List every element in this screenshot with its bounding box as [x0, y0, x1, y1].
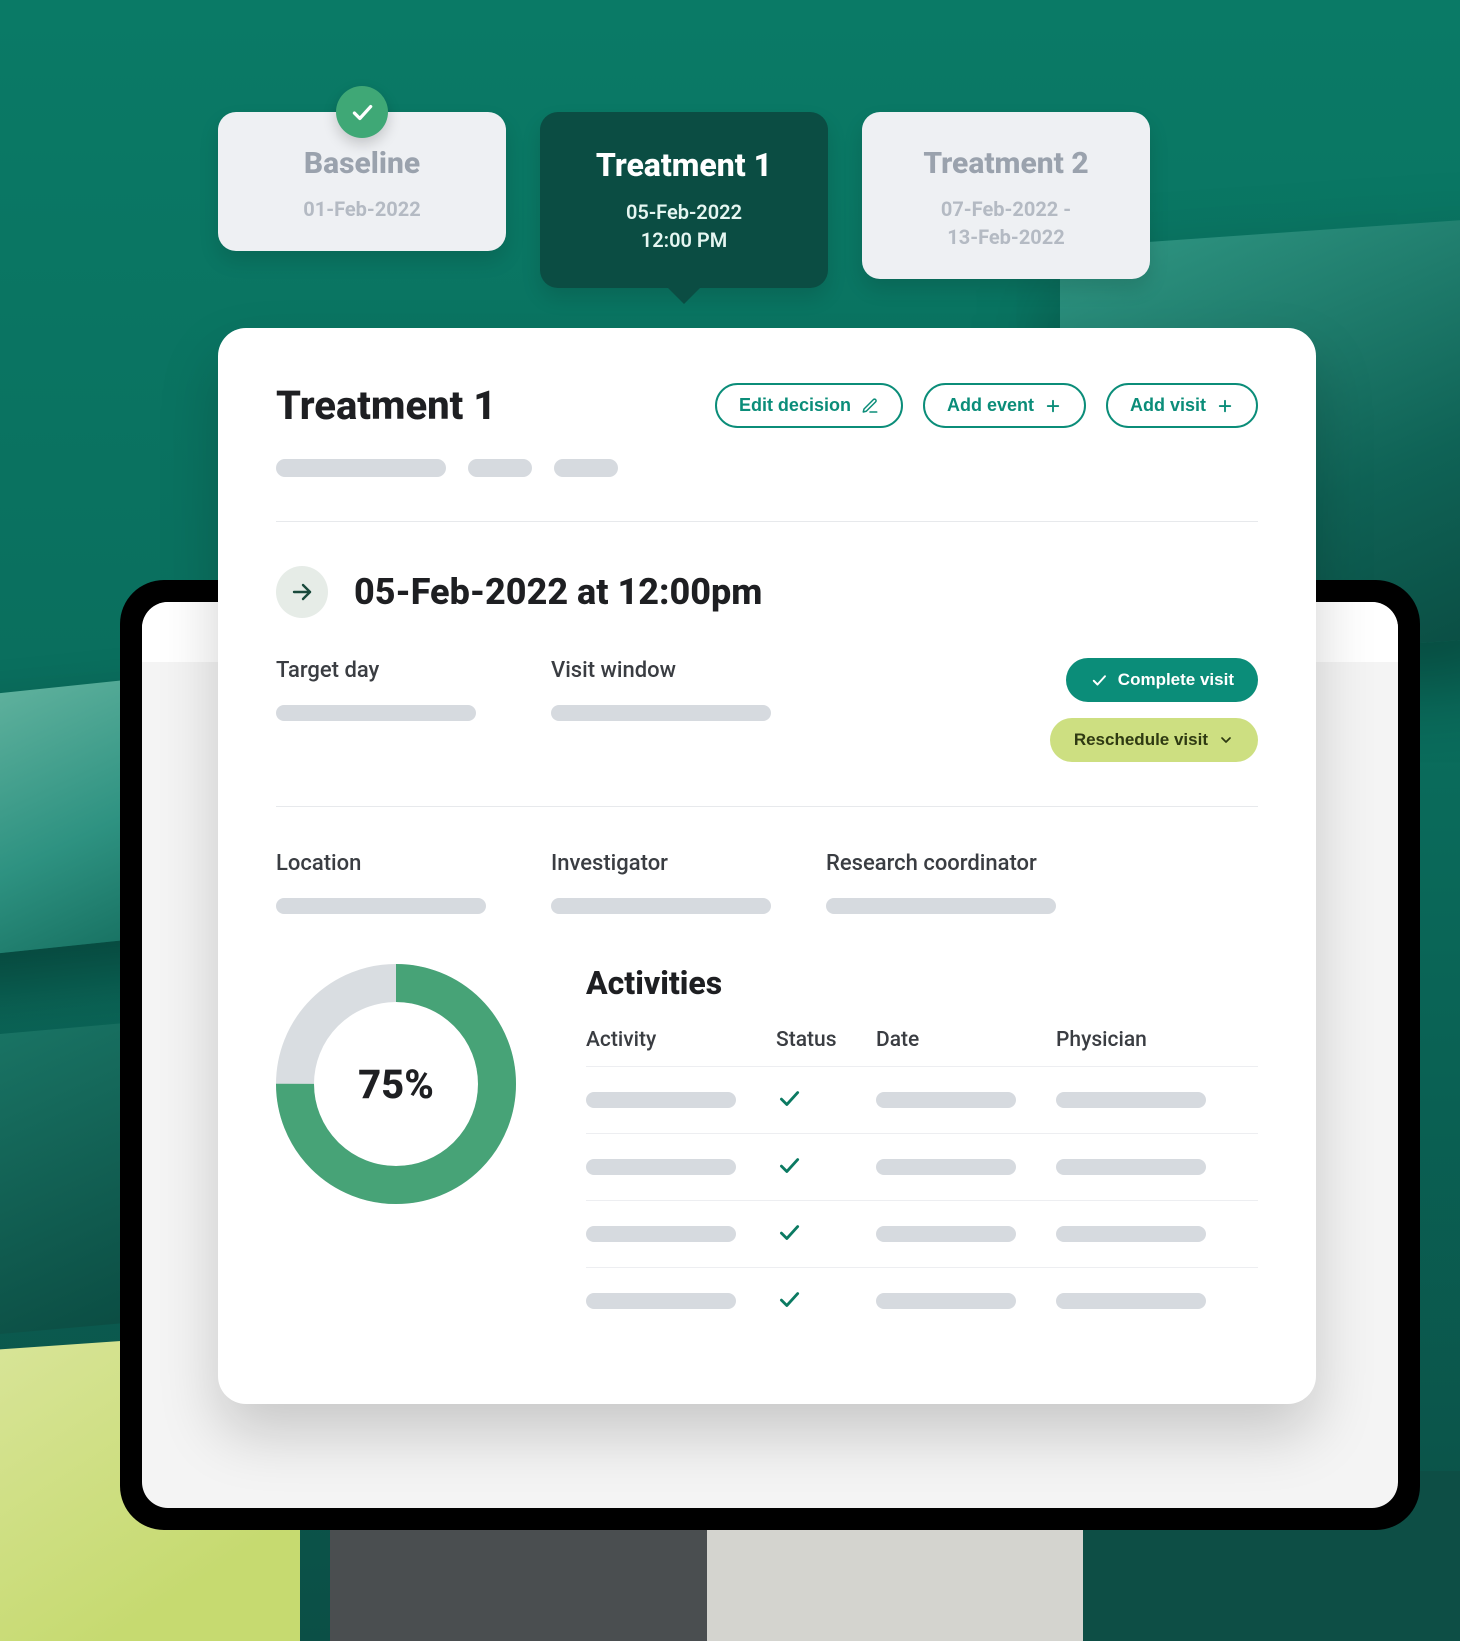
- field-label: Research coordinator: [826, 851, 1258, 876]
- field-label: Visit window: [551, 658, 816, 683]
- reschedule-visit-button[interactable]: Reschedule visit: [1050, 718, 1258, 762]
- button-label: Reschedule visit: [1074, 730, 1208, 750]
- check-icon: [776, 1152, 802, 1178]
- donut-percent-label: 75%: [276, 964, 516, 1204]
- field-investigator: Investigator: [551, 851, 816, 914]
- skeleton: [1056, 1159, 1206, 1175]
- step-subtitle: 07-Feb-2022 - 13-Feb-2022: [882, 195, 1130, 251]
- activities-title: Activities: [586, 964, 1258, 1002]
- table-header: Activity Status Date Physician: [586, 1028, 1258, 1066]
- skeleton: [826, 898, 1056, 914]
- field-label: Investigator: [551, 851, 816, 876]
- field-target-day: Target day: [276, 658, 541, 721]
- skeleton: [276, 898, 486, 914]
- skeleton: [1056, 1226, 1206, 1242]
- card-header: Treatment 1 Edit decision Add event Add …: [276, 382, 1258, 429]
- status-done: [776, 1286, 876, 1316]
- field-research-coordinator: Research coordinator: [826, 851, 1258, 914]
- button-label: Add visit: [1130, 395, 1206, 416]
- info-fields: Location Investigator Research coordinat…: [276, 851, 1258, 914]
- steps-row: Baseline 01-Feb-2022 Treatment 1 05-Feb-…: [218, 112, 1150, 288]
- activities-section: Activities Activity Status Date Physicia…: [586, 964, 1258, 1334]
- edit-decision-button[interactable]: Edit decision: [715, 383, 903, 428]
- lower-section: 75% Activities Activity Status Date Phys…: [276, 964, 1258, 1334]
- status-done: [776, 1219, 876, 1249]
- field-visit-window: Visit window: [551, 658, 816, 721]
- skeleton: [1056, 1092, 1206, 1108]
- card-title: Treatment 1: [276, 382, 496, 429]
- skeleton: [554, 459, 618, 477]
- col-date: Date: [876, 1028, 1056, 1052]
- field-label: Target day: [276, 658, 541, 683]
- col-activity: Activity: [586, 1028, 776, 1052]
- table-row[interactable]: [586, 1133, 1258, 1200]
- button-label: Edit decision: [739, 395, 851, 416]
- skeleton: [468, 459, 532, 477]
- field-location: Location: [276, 851, 541, 914]
- complete-visit-button[interactable]: Complete visit: [1066, 658, 1258, 702]
- step-treatment-1[interactable]: Treatment 1 05-Feb-2022 12:00 PM: [540, 112, 828, 288]
- table-row[interactable]: [586, 1267, 1258, 1334]
- header-actions: Edit decision Add event Add visit: [715, 383, 1258, 428]
- check-icon: [776, 1219, 802, 1245]
- skeleton: [876, 1159, 1016, 1175]
- skeleton: [876, 1092, 1016, 1108]
- skeleton: [586, 1293, 736, 1309]
- step-treatment-2[interactable]: Treatment 2 07-Feb-2022 - 13-Feb-2022: [862, 112, 1150, 279]
- plus-icon: [1044, 397, 1062, 415]
- check-icon: [336, 86, 388, 138]
- visit-header: 05-Feb-2022 at 12:00pm: [276, 566, 1258, 618]
- skeleton: [586, 1092, 736, 1108]
- activities-table: Activity Status Date Physician: [586, 1028, 1258, 1334]
- skeleton: [276, 705, 476, 721]
- divider: [276, 521, 1258, 522]
- col-physician: Physician: [1056, 1028, 1216, 1052]
- skeleton: [276, 459, 446, 477]
- visit-actions: Complete visit Reschedule visit: [826, 658, 1258, 762]
- step-title: Treatment 1: [560, 146, 808, 184]
- pencil-icon: [861, 397, 879, 415]
- step-subtitle: 01-Feb-2022: [238, 195, 486, 223]
- skeleton: [586, 1159, 736, 1175]
- skeleton-row: [276, 459, 1258, 477]
- active-step-pointer: [666, 286, 702, 304]
- arrow-right-icon: [276, 566, 328, 618]
- treatment-card: Treatment 1 Edit decision Add event Add …: [218, 328, 1316, 1404]
- step-title: Baseline: [238, 146, 486, 181]
- status-done: [776, 1152, 876, 1182]
- add-event-button[interactable]: Add event: [923, 383, 1086, 428]
- visit-fields: Target day Visit window Complete visit R…: [276, 658, 1258, 762]
- button-label: Add event: [947, 395, 1034, 416]
- divider: [276, 806, 1258, 807]
- check-icon: [1090, 671, 1108, 689]
- plus-icon: [1216, 397, 1234, 415]
- step-subtitle: 05-Feb-2022 12:00 PM: [560, 198, 808, 254]
- button-label: Complete visit: [1118, 670, 1234, 690]
- check-icon: [776, 1286, 802, 1312]
- skeleton: [551, 898, 771, 914]
- check-icon: [776, 1085, 802, 1111]
- visit-datetime: 05-Feb-2022 at 12:00pm: [354, 571, 762, 613]
- table-row[interactable]: [586, 1066, 1258, 1133]
- step-baseline[interactable]: Baseline 01-Feb-2022: [218, 112, 506, 251]
- chevron-down-icon: [1218, 732, 1234, 748]
- skeleton: [876, 1293, 1016, 1309]
- skeleton: [1056, 1293, 1206, 1309]
- skeleton: [876, 1226, 1016, 1242]
- field-label: Location: [276, 851, 541, 876]
- skeleton: [551, 705, 771, 721]
- progress-donut: 75%: [276, 964, 516, 1204]
- add-visit-button[interactable]: Add visit: [1106, 383, 1258, 428]
- skeleton: [586, 1226, 736, 1242]
- status-done: [776, 1085, 876, 1115]
- table-row[interactable]: [586, 1200, 1258, 1267]
- col-status: Status: [776, 1028, 876, 1052]
- step-title: Treatment 2: [882, 146, 1130, 181]
